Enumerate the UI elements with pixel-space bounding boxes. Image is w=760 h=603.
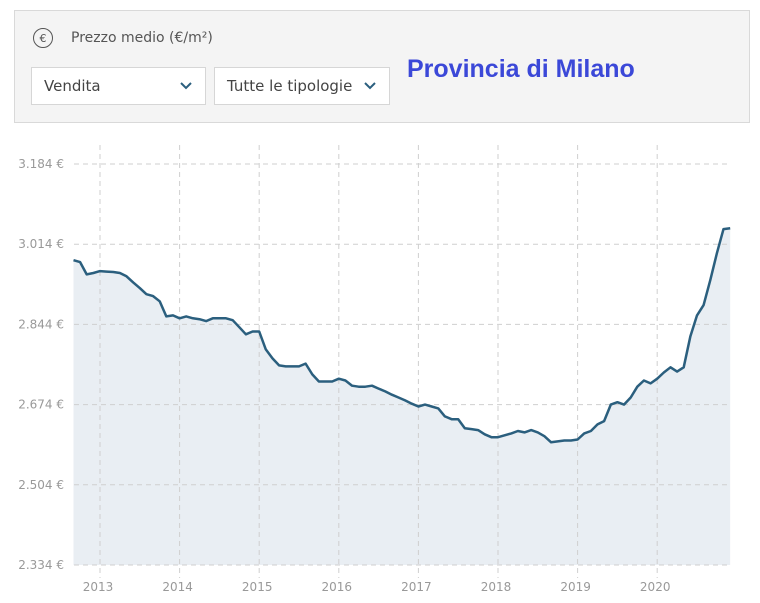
x-tick-label: 2016 — [322, 580, 353, 594]
filter-panel: € Prezzo medio (€/m²) Vendita Tutte le t… — [14, 10, 750, 123]
x-tick-label: 2017 — [401, 580, 432, 594]
metric-title: Prezzo medio (€/m²) — [71, 30, 213, 46]
x-tick-label: 2018 — [481, 580, 512, 594]
y-tick-label: 3.184 € — [18, 157, 64, 171]
price-line — [73, 226, 731, 444]
contract-select-value: Vendita — [44, 77, 101, 95]
region-title: Provincia di Milano — [407, 55, 635, 83]
y-tick-label: 2.674 € — [18, 398, 64, 412]
x-tick-label: 2013 — [83, 580, 114, 594]
x-tick-label: 2020 — [640, 580, 671, 594]
y-tick-label: 2.334 € — [18, 558, 64, 572]
x-tick-label: 2015 — [242, 580, 273, 594]
x-tick-label: 2014 — [162, 580, 193, 594]
y-tick-label: 2.844 € — [18, 317, 64, 331]
euro-icon: € — [33, 28, 53, 48]
y-tick-label: 2.504 € — [18, 478, 64, 492]
chevron-down-icon — [364, 82, 376, 90]
area-fill — [73, 228, 731, 565]
chevron-down-icon — [180, 82, 192, 90]
x-tick-label: 2019 — [560, 580, 591, 594]
type-select[interactable]: Tutte le tipologie — [214, 67, 390, 105]
contract-select[interactable]: Vendita — [31, 67, 206, 105]
type-select-value: Tutte le tipologie — [227, 77, 353, 95]
y-tick-label: 3.014 € — [18, 237, 64, 251]
